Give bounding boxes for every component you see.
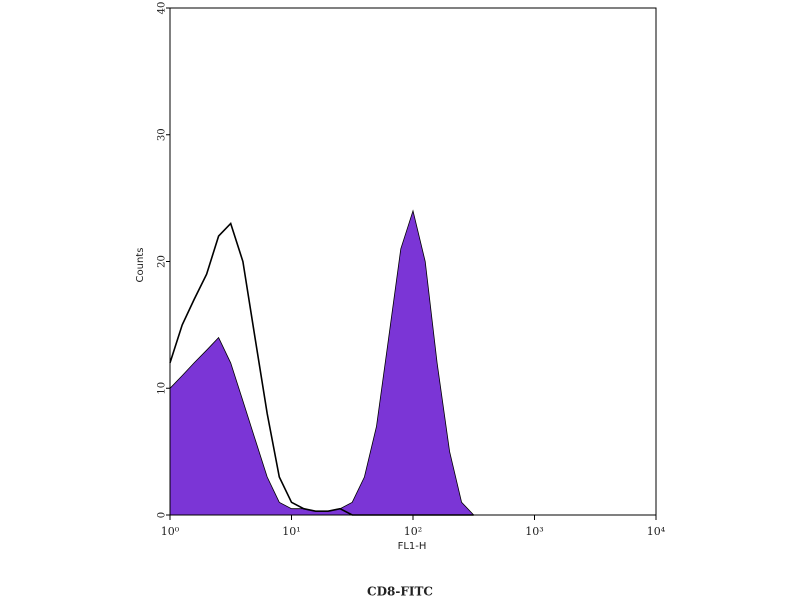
histogram-area <box>169 209 475 516</box>
x-tick-label: 10¹ <box>282 525 300 538</box>
y-tick-label: 40 <box>157 2 168 15</box>
x-tick-label: 10² <box>404 525 422 538</box>
y-tick-label: 30 <box>157 128 168 141</box>
y-tick-label: 0 <box>157 512 168 518</box>
x-tick-label: 10³ <box>525 525 543 538</box>
y-tick-label: 10 <box>157 382 168 395</box>
chart-title: CD8-FITC <box>367 585 433 599</box>
x-tick-label: 10⁰ <box>161 525 180 538</box>
y-axis-label: Counts <box>135 248 146 283</box>
x-axis-label: FL1-H <box>398 541 427 552</box>
x-tick-label: 10⁴ <box>647 525 666 538</box>
y-tick-label: 20 <box>157 255 168 268</box>
